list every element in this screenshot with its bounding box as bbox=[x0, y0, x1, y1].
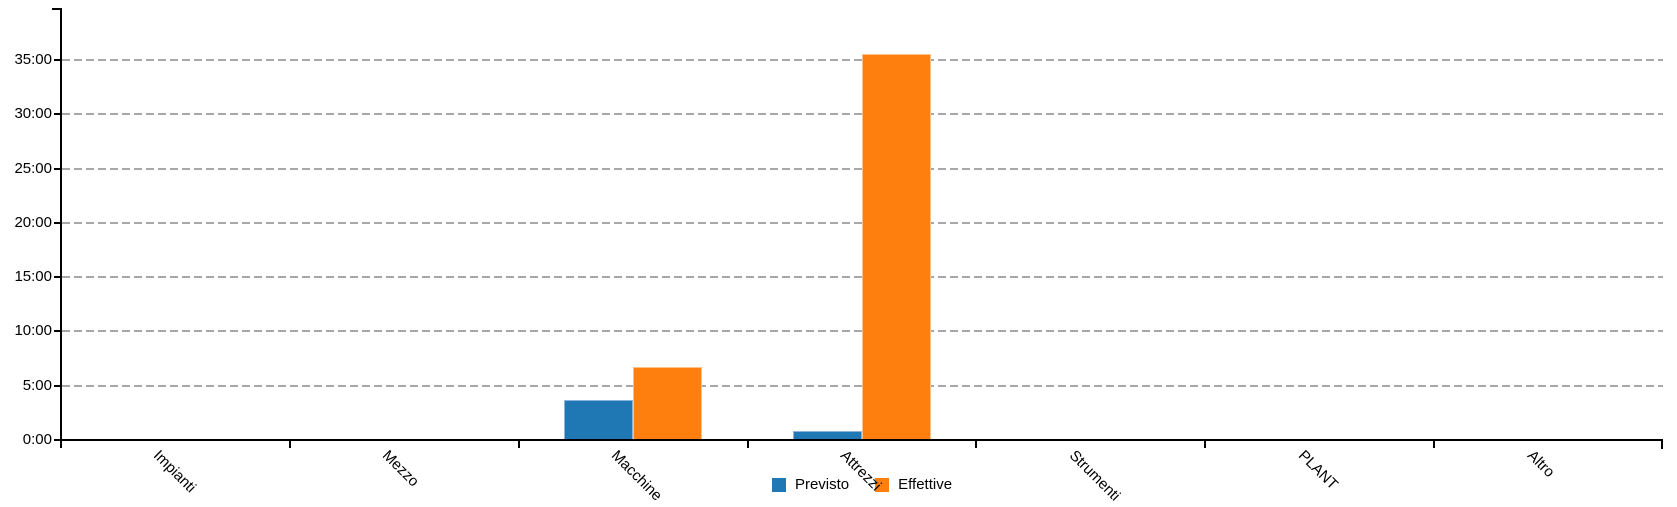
y-axis-tick-mark bbox=[54, 384, 61, 387]
effettive-legend-label: Effettive bbox=[898, 476, 953, 493]
y-axis-tick-mark bbox=[54, 221, 61, 224]
x-axis-tick-mark bbox=[975, 440, 978, 448]
y-axis-line bbox=[60, 8, 62, 448]
previsto-legend-label: Previsto bbox=[794, 476, 850, 493]
chart-legend: Previsto Effettive bbox=[61, 476, 1663, 493]
effettive-legend-swatch bbox=[875, 477, 890, 492]
x-axis-tick-mark bbox=[288, 440, 291, 448]
y-axis-tick-label: 25:00 bbox=[14, 159, 52, 177]
bar-previsto-attrezzi[interactable] bbox=[793, 430, 862, 439]
y-axis-tick-label: 30:00 bbox=[14, 105, 52, 123]
y-axis-tick-label: 35:00 bbox=[14, 51, 52, 68]
y-axis-tick-label: 15:00 bbox=[14, 268, 52, 286]
y-axis-top-cap-tick bbox=[52, 8, 61, 10]
x-axis-line bbox=[54, 439, 1663, 441]
y-axis-tick-label: 10:00 bbox=[14, 322, 52, 340]
x-axis-end-tick-mark bbox=[1661, 439, 1663, 449]
y-axis-tick-mark bbox=[54, 276, 61, 279]
x-axis-tick-mark bbox=[1433, 440, 1436, 448]
x-axis-tick-mark bbox=[1204, 440, 1207, 448]
y-axis-tick-mark bbox=[54, 59, 61, 61]
legend-item-previsto[interactable]: Previsto bbox=[771, 476, 850, 493]
x-axis-tick-mark bbox=[517, 440, 520, 448]
y-axis-tick-label: 0:00 bbox=[22, 431, 52, 448]
y-axis-tick-mark bbox=[54, 167, 61, 170]
bar-previsto-macchine[interactable] bbox=[564, 400, 634, 439]
x-axis-tick-mark bbox=[746, 440, 749, 448]
y-axis-tick-mark bbox=[54, 113, 61, 116]
previsto-legend-swatch bbox=[771, 477, 786, 492]
legend-item-effettive[interactable]: Effettive bbox=[875, 476, 952, 493]
bar-effettive-macchine[interactable] bbox=[633, 366, 703, 439]
bar-effettive-attrezzi[interactable] bbox=[862, 53, 931, 439]
y-axis-tick-mark bbox=[54, 330, 61, 333]
y-axis-tick-label: 20:00 bbox=[14, 213, 52, 231]
y-axis-tick-label: 5:00 bbox=[22, 376, 52, 394]
